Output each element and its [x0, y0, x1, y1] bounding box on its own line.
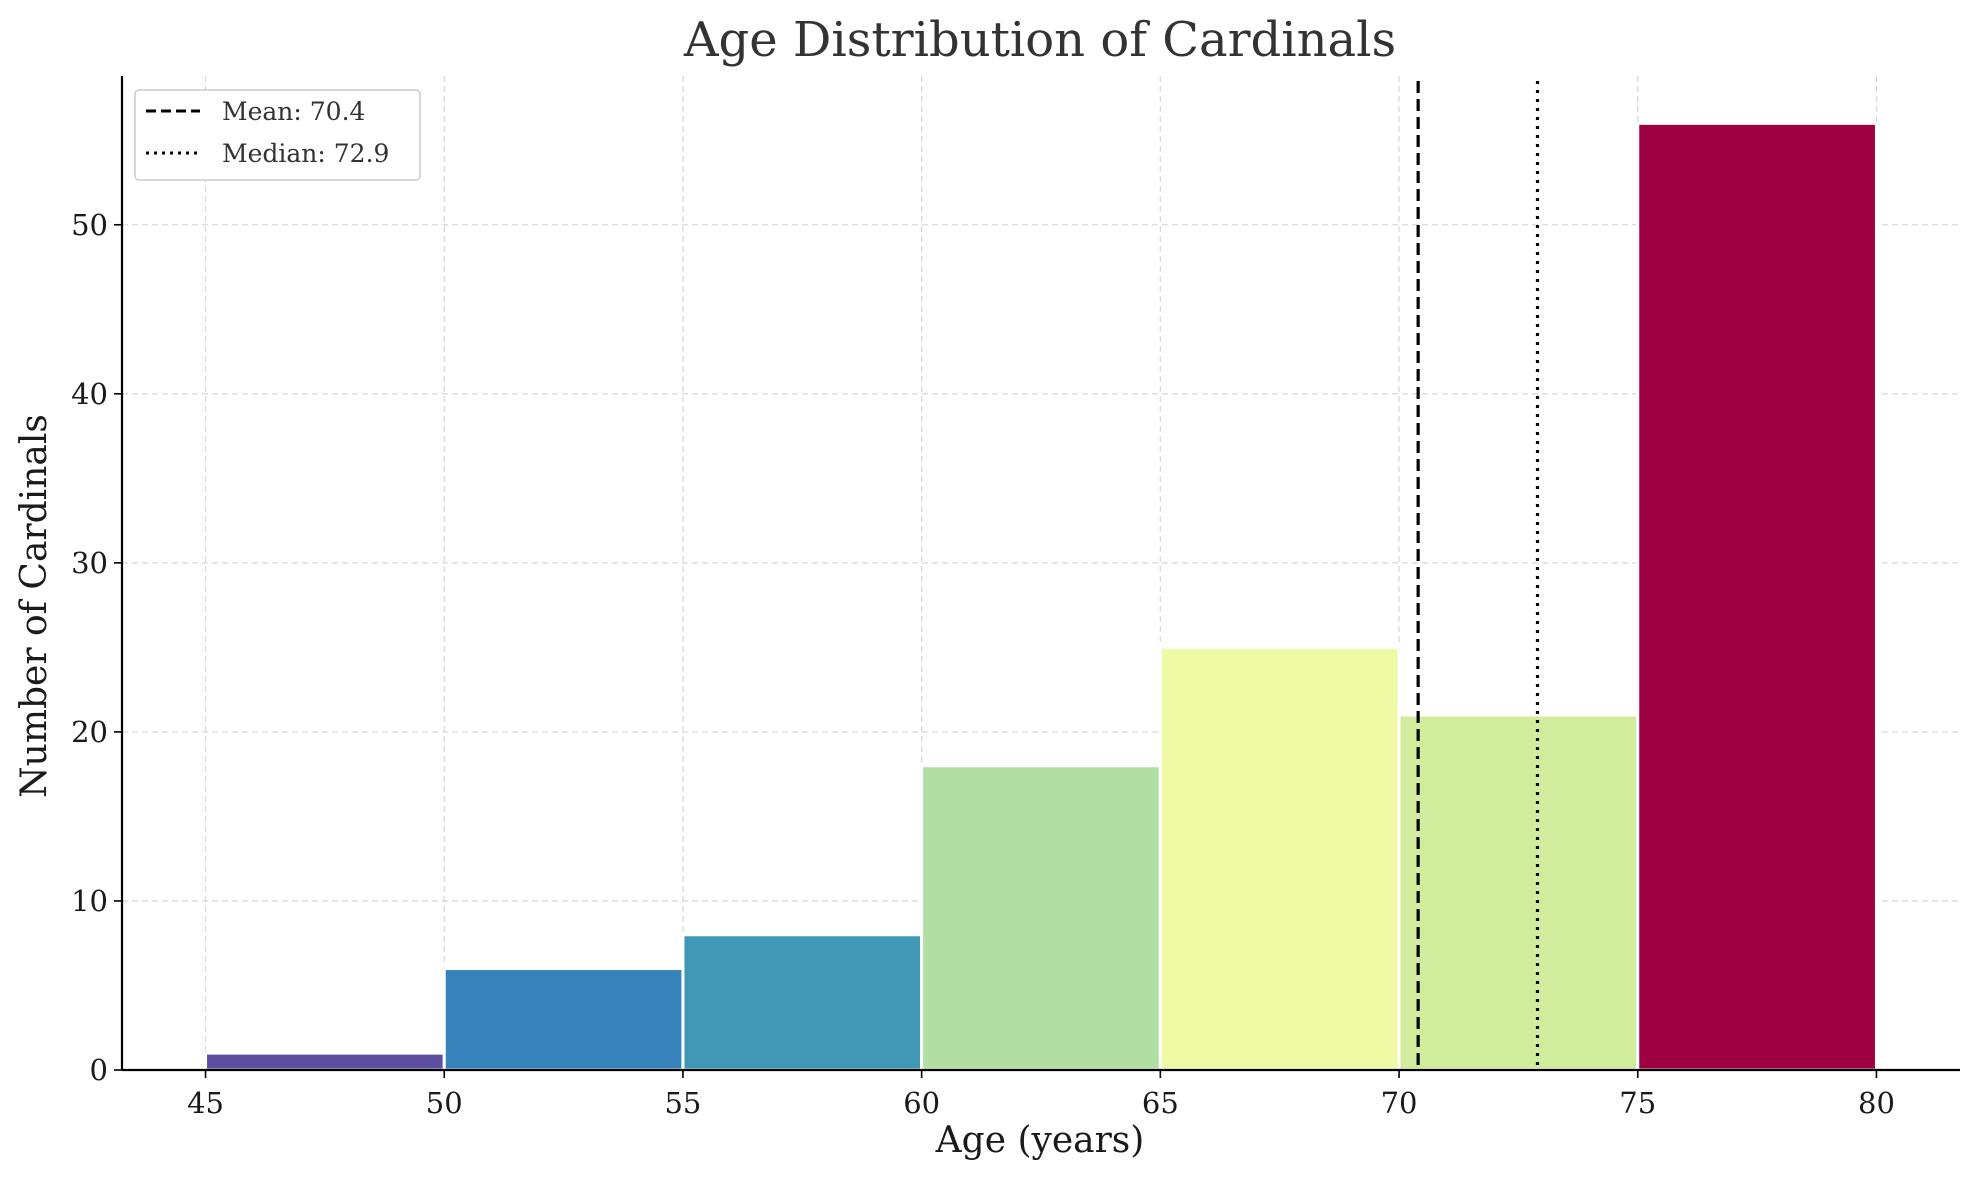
x-tick-label: 70: [1381, 1086, 1418, 1120]
x-axis-label: Age (years): [935, 1120, 1145, 1161]
y-tick-label: 40: [71, 377, 108, 411]
y-tick-label: 30: [71, 546, 108, 580]
bar-60-65: [920, 764, 1162, 1072]
bar-55-60: [681, 933, 924, 1072]
legend-median-label: Median: 72.9: [222, 139, 389, 168]
bars: [204, 121, 1878, 1072]
x-tick-label: 80: [1858, 1086, 1895, 1120]
y-tick-label: 20: [71, 715, 108, 749]
bar-70-75: [1397, 713, 1640, 1072]
y-axis-label: Number of Cardinals: [14, 414, 55, 798]
legend-box: [134, 89, 421, 181]
x-tick-label: 65: [1142, 1086, 1179, 1120]
x-tick-label: 75: [1619, 1086, 1656, 1120]
chart-title: Age Distribution of Cardinals: [683, 12, 1396, 68]
legend-mean-label: Mean: 70.4: [222, 97, 365, 126]
bar-45-50: [204, 1051, 446, 1072]
axes: [114, 76, 1960, 1078]
x-tick-label: 55: [664, 1086, 701, 1120]
bar-50-55: [442, 967, 685, 1072]
y-tick-label: 50: [71, 208, 108, 242]
bar-75-80: [1636, 121, 1878, 1072]
x-tick-label: 45: [187, 1086, 224, 1120]
bar-65-70: [1158, 645, 1401, 1072]
y-tick-label: 0: [90, 1053, 108, 1087]
x-tick-label: 50: [426, 1086, 463, 1120]
legend: Mean: 70.4 Median: 72.9: [134, 89, 421, 181]
x-tick-label: 60: [903, 1086, 940, 1120]
tick-labels: 45 50 55 60 65 70 75 80 0 10 20 30 40 50: [71, 208, 1895, 1120]
reference-lines: [1416, 81, 1540, 1070]
y-tick-label: 10: [71, 884, 108, 918]
